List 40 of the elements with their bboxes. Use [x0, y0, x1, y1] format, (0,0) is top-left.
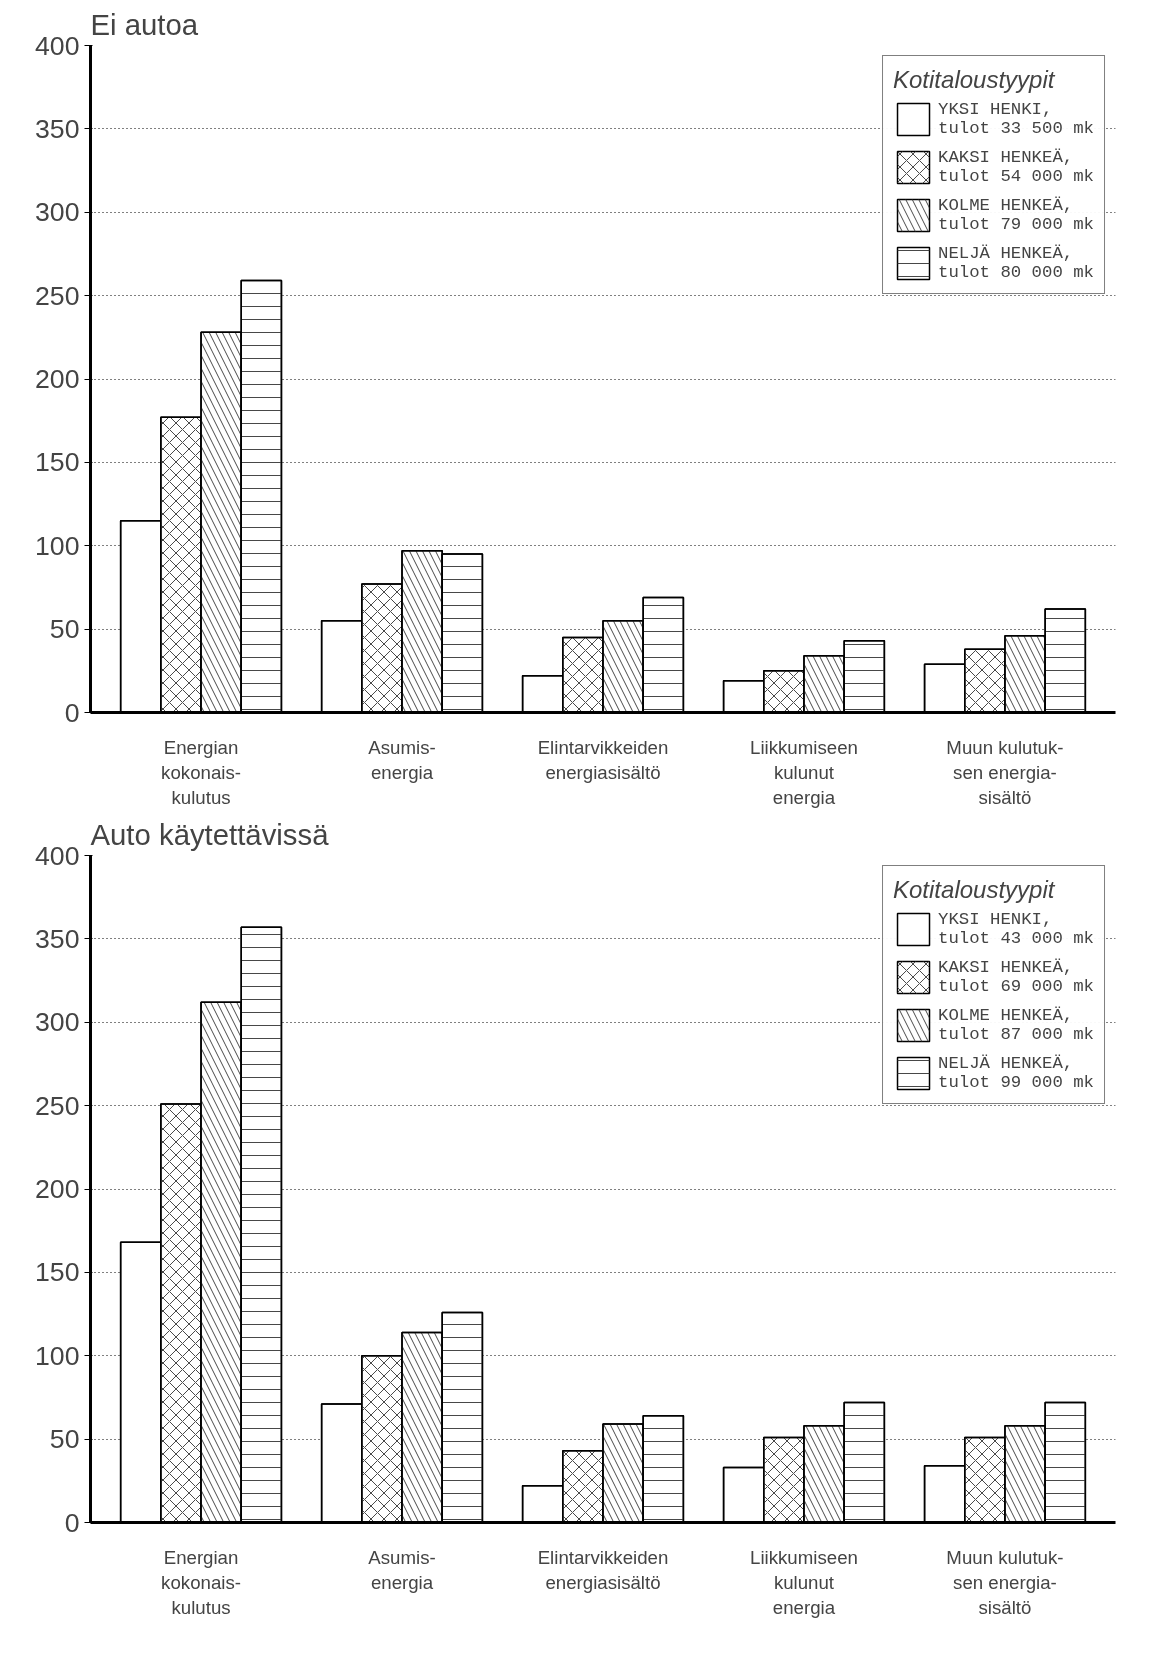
x-tick-label: Muun kulutuk- sen energia- sisältö	[946, 1546, 1064, 1618]
y-tick-label: 300	[35, 197, 80, 228]
legend-label: KAKSI HENKEÄ, tulot 69 000 mk	[938, 958, 1094, 996]
y-tick-label: 150	[35, 447, 80, 478]
y-tick-label: 150	[35, 1257, 80, 1288]
y-tick-label: 400	[35, 30, 80, 61]
y-tick-label: 50	[49, 614, 80, 645]
y-tick-label: 200	[35, 1174, 80, 1204]
y-tick-label: 300	[35, 1007, 80, 1038]
x-tick-label: Muun kulutuk- sen energia- sisältö	[946, 736, 1064, 808]
y-tick-label: 0	[64, 1507, 80, 1538]
y-tick-label: 100	[35, 530, 80, 561]
legend-label: YKSI HENKI, tulot 33 500 mk	[938, 100, 1094, 138]
x-tick-label: Liikkumiseen kulunut energia	[750, 1546, 858, 1618]
x-tick-label: Elintarvikkeiden energiasisältö	[537, 736, 669, 783]
legend-label: NELJÄ HENKEÄ, tulot 99 000 mk	[938, 1054, 1094, 1092]
legend-label: KAKSI HENKEÄ, tulot 54 000 mk	[938, 148, 1094, 186]
y-tick-label: 350	[35, 113, 80, 144]
x-tick-label: Elintarvikkeiden energiasisältö	[537, 1546, 669, 1593]
legend-label: KOLME HENKEÄ, tulot 87 000 mk	[938, 1006, 1094, 1044]
y-tick-label: 400	[35, 840, 80, 871]
legend-title: Kotitaloustyypit	[893, 66, 1056, 94]
y-tick-label: 250	[35, 280, 80, 311]
x-tick-label: Asumis- energia	[368, 736, 436, 783]
chart-title: Auto käytettävissä	[90, 817, 330, 851]
y-tick-label: 50	[49, 1424, 80, 1455]
y-tick-label: 200	[35, 364, 80, 394]
y-tick-label: 0	[64, 697, 80, 728]
x-tick-label: Energian kokonais- kulutus	[161, 1546, 241, 1618]
legend-label: YKSI HENKI, tulot 43 000 mk	[938, 910, 1094, 948]
y-tick-label: 100	[35, 1340, 80, 1371]
x-tick-label: Asumis- energia	[368, 1546, 436, 1593]
chart-title: Ei autoa	[90, 7, 199, 41]
y-tick-label: 250	[35, 1090, 80, 1121]
legend-label: NELJÄ HENKEÄ, tulot 80 000 mk	[938, 244, 1094, 282]
legend-title: Kotitaloustyypit	[893, 876, 1056, 904]
y-tick-label: 350	[35, 923, 80, 954]
x-tick-label: Energian kokonais- kulutus	[161, 736, 241, 808]
legend-label: KOLME HENKEÄ, tulot 79 000 mk	[938, 196, 1094, 234]
x-tick-label: Liikkumiseen kulunut energia	[750, 736, 858, 808]
